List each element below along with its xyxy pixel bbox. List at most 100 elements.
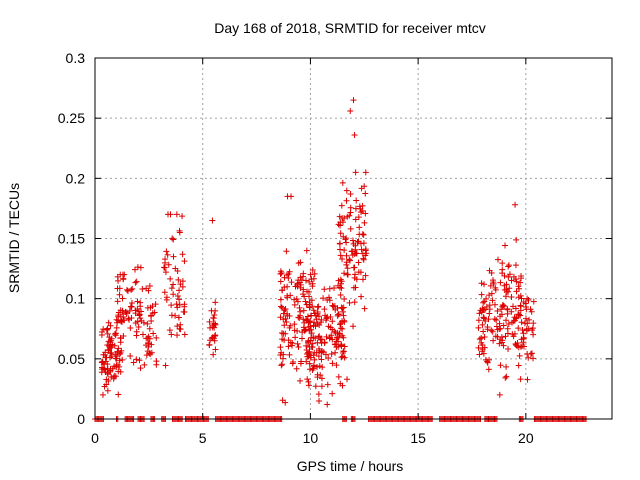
data-point bbox=[316, 322, 323, 329]
data-point bbox=[530, 320, 537, 327]
data-point bbox=[475, 324, 482, 331]
data-point bbox=[292, 334, 299, 341]
data-point bbox=[144, 348, 151, 355]
data-point bbox=[350, 323, 357, 330]
data-point bbox=[352, 169, 359, 176]
data-point bbox=[314, 339, 321, 346]
x-tick-label: 15 bbox=[410, 430, 426, 446]
data-point bbox=[480, 299, 487, 306]
data-point bbox=[128, 286, 135, 293]
data-point bbox=[339, 308, 346, 315]
data-point bbox=[337, 321, 344, 328]
data-point bbox=[505, 346, 512, 353]
data-point bbox=[295, 344, 302, 351]
data-point bbox=[315, 353, 322, 360]
data-point bbox=[309, 266, 316, 273]
data-point bbox=[342, 236, 349, 243]
data-point bbox=[494, 307, 501, 314]
data-point bbox=[303, 247, 310, 254]
data-point bbox=[517, 376, 524, 383]
data-point bbox=[306, 366, 313, 373]
data-point bbox=[128, 303, 135, 310]
data-point bbox=[115, 391, 122, 398]
data-point bbox=[318, 336, 325, 343]
data-point bbox=[153, 361, 160, 368]
data-point bbox=[361, 219, 368, 226]
data-point bbox=[281, 284, 288, 291]
data-point bbox=[318, 383, 325, 390]
data-point bbox=[306, 293, 313, 300]
data-point bbox=[315, 345, 322, 352]
data-point bbox=[170, 291, 177, 298]
data-point bbox=[125, 315, 132, 322]
data-point bbox=[360, 276, 367, 283]
data-point bbox=[305, 378, 312, 385]
data-point bbox=[334, 334, 341, 341]
data-point bbox=[356, 231, 363, 238]
data-point bbox=[327, 313, 334, 320]
x-tick-label: 0 bbox=[91, 430, 99, 446]
data-point bbox=[332, 306, 339, 313]
data-point bbox=[107, 350, 114, 357]
data-point bbox=[137, 264, 144, 271]
y-tick-label: 0.25 bbox=[58, 110, 85, 126]
data-point bbox=[339, 305, 346, 312]
data-point bbox=[104, 326, 111, 333]
data-point bbox=[143, 285, 150, 292]
data-point bbox=[500, 342, 507, 349]
data-point bbox=[308, 297, 315, 304]
data-point bbox=[506, 285, 513, 292]
data-point bbox=[307, 271, 314, 278]
data-point bbox=[295, 277, 302, 284]
data-point bbox=[181, 258, 188, 265]
data-point bbox=[509, 319, 516, 326]
data-point bbox=[212, 299, 219, 306]
data-point bbox=[476, 336, 483, 343]
data-point bbox=[341, 318, 348, 325]
data-point bbox=[310, 307, 317, 314]
data-point bbox=[309, 303, 316, 310]
data-point bbox=[99, 391, 106, 398]
data-point bbox=[277, 268, 284, 275]
data-point bbox=[115, 277, 122, 284]
y-tick-label: 0.1 bbox=[66, 291, 86, 307]
y-tick-labels: 0 0.05 0.1 0.15 0.2 0.25 0.3 bbox=[58, 50, 85, 427]
data-point bbox=[179, 278, 186, 285]
data-point bbox=[522, 300, 529, 307]
data-point bbox=[311, 356, 318, 363]
data-point bbox=[287, 322, 294, 329]
data-point bbox=[358, 209, 365, 216]
data-point bbox=[343, 197, 350, 204]
data-point bbox=[340, 304, 347, 311]
data-point bbox=[104, 387, 111, 394]
data-point bbox=[337, 230, 344, 237]
data-point bbox=[321, 286, 328, 293]
data-point bbox=[147, 351, 154, 358]
data-point bbox=[347, 191, 354, 198]
data-point bbox=[111, 331, 118, 338]
data-point bbox=[111, 363, 118, 370]
data-point bbox=[528, 308, 535, 315]
data-point bbox=[134, 298, 141, 305]
data-point bbox=[480, 328, 487, 335]
data-point bbox=[304, 313, 311, 320]
data-point bbox=[114, 285, 121, 292]
data-point bbox=[133, 278, 140, 285]
data-point bbox=[306, 360, 313, 367]
data-point bbox=[494, 326, 501, 333]
data-point bbox=[279, 397, 286, 404]
data-point bbox=[329, 390, 336, 397]
data-point bbox=[502, 242, 509, 249]
data-point bbox=[162, 362, 169, 369]
data-point bbox=[486, 302, 493, 309]
data-point bbox=[513, 236, 520, 243]
data-point bbox=[126, 307, 133, 314]
data-point bbox=[161, 264, 168, 271]
data-point bbox=[168, 285, 175, 292]
data-point bbox=[503, 373, 510, 380]
data-point bbox=[347, 209, 354, 216]
data-point bbox=[312, 335, 319, 342]
data-point bbox=[498, 306, 505, 313]
data-point bbox=[139, 331, 146, 338]
data-point bbox=[508, 277, 515, 284]
